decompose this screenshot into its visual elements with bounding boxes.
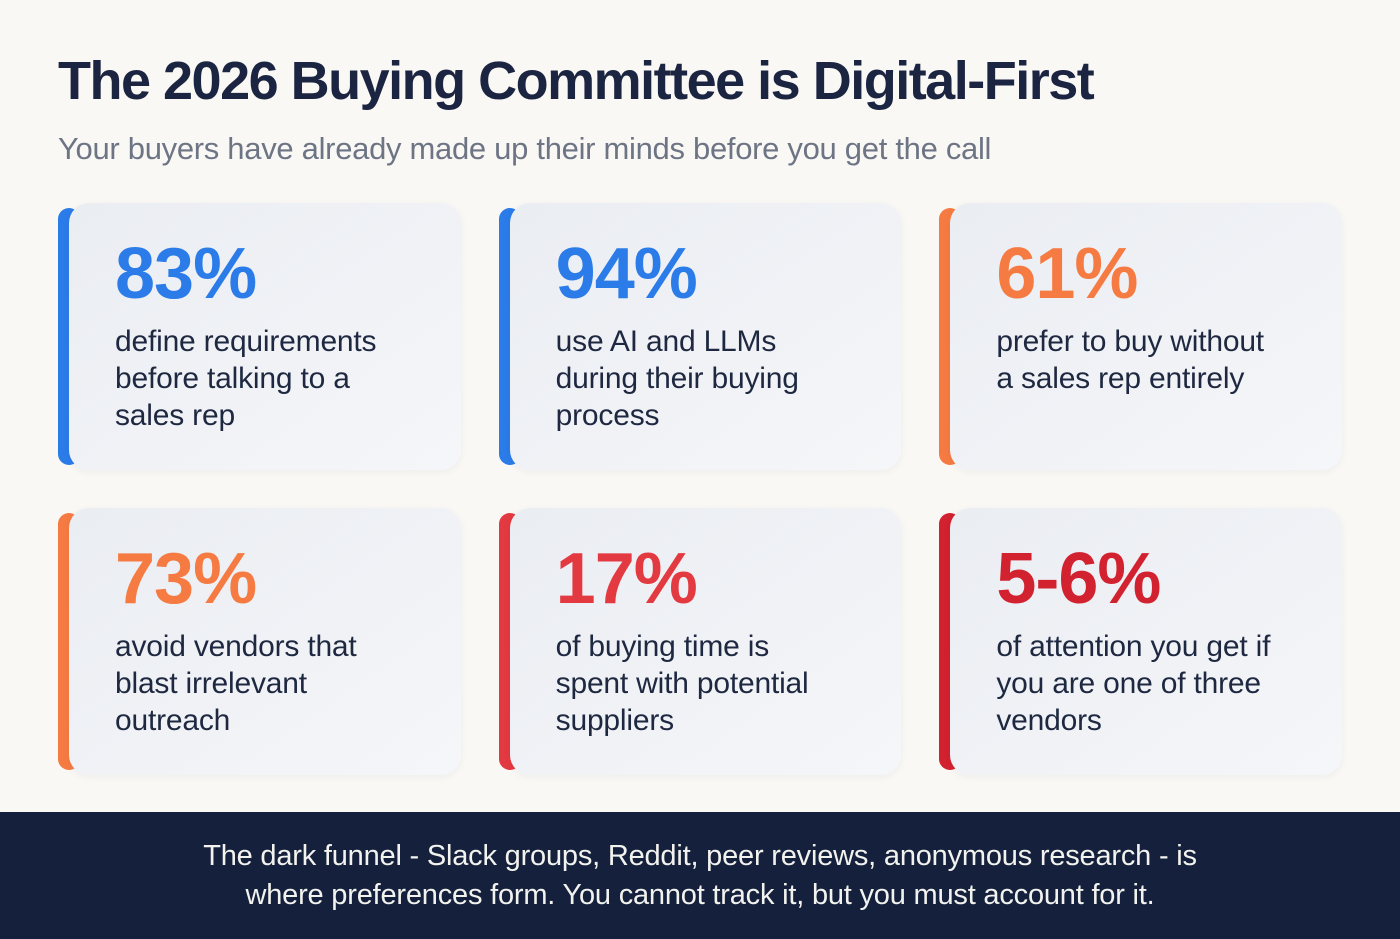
header: The 2026 Buying Committee is Digital-Fir…	[58, 51, 1342, 167]
stat-value: 94%	[555, 234, 698, 314]
footer-banner: The dark funnel - Slack groups, Reddit, …	[0, 812, 1400, 939]
stat-label: of attention you get if you are one of t…	[996, 629, 1271, 737]
page-title: The 2026 Buying Committee is Digital-Fir…	[58, 51, 1095, 111]
stat-label: prefer to buy without a sales rep entire…	[996, 324, 1264, 395]
stat-value: 83%	[115, 234, 257, 314]
stat-value: 17%	[555, 539, 698, 619]
stat-value: 61%	[996, 234, 1138, 314]
stat-card-17: 17% of buying time is spent with potenti…	[498, 508, 902, 775]
stat-label: of buying time is spent with potential s…	[555, 629, 809, 737]
stat-value: 73%	[115, 539, 257, 619]
stat-label: avoid vendors that blast irrelevant outr…	[115, 629, 357, 737]
stat-label: define requirements before talking to a …	[115, 324, 377, 432]
stats-grid: 83% define requirements before talking t…	[58, 203, 1342, 775]
stat-card-61: 61% prefer to buy without a sales rep en…	[939, 203, 1342, 470]
stat-card-94: 94% use AI and LLMs during their buying …	[498, 203, 902, 470]
page-subtitle: Your buyers have already made up their m…	[58, 131, 992, 167]
stat-card-73: 73% avoid vendors that blast irrelevant …	[58, 508, 461, 775]
stat-card-83: 83% define requirements before talking t…	[58, 203, 461, 470]
stat-label: use AI and LLMs during their buying proc…	[555, 324, 799, 432]
stat-card-5-6: 5-6% of attention you get if you are one…	[939, 508, 1342, 775]
stat-value: 5-6%	[996, 539, 1161, 619]
footer-text: The dark funnel - Slack groups, Reddit, …	[203, 839, 1197, 911]
